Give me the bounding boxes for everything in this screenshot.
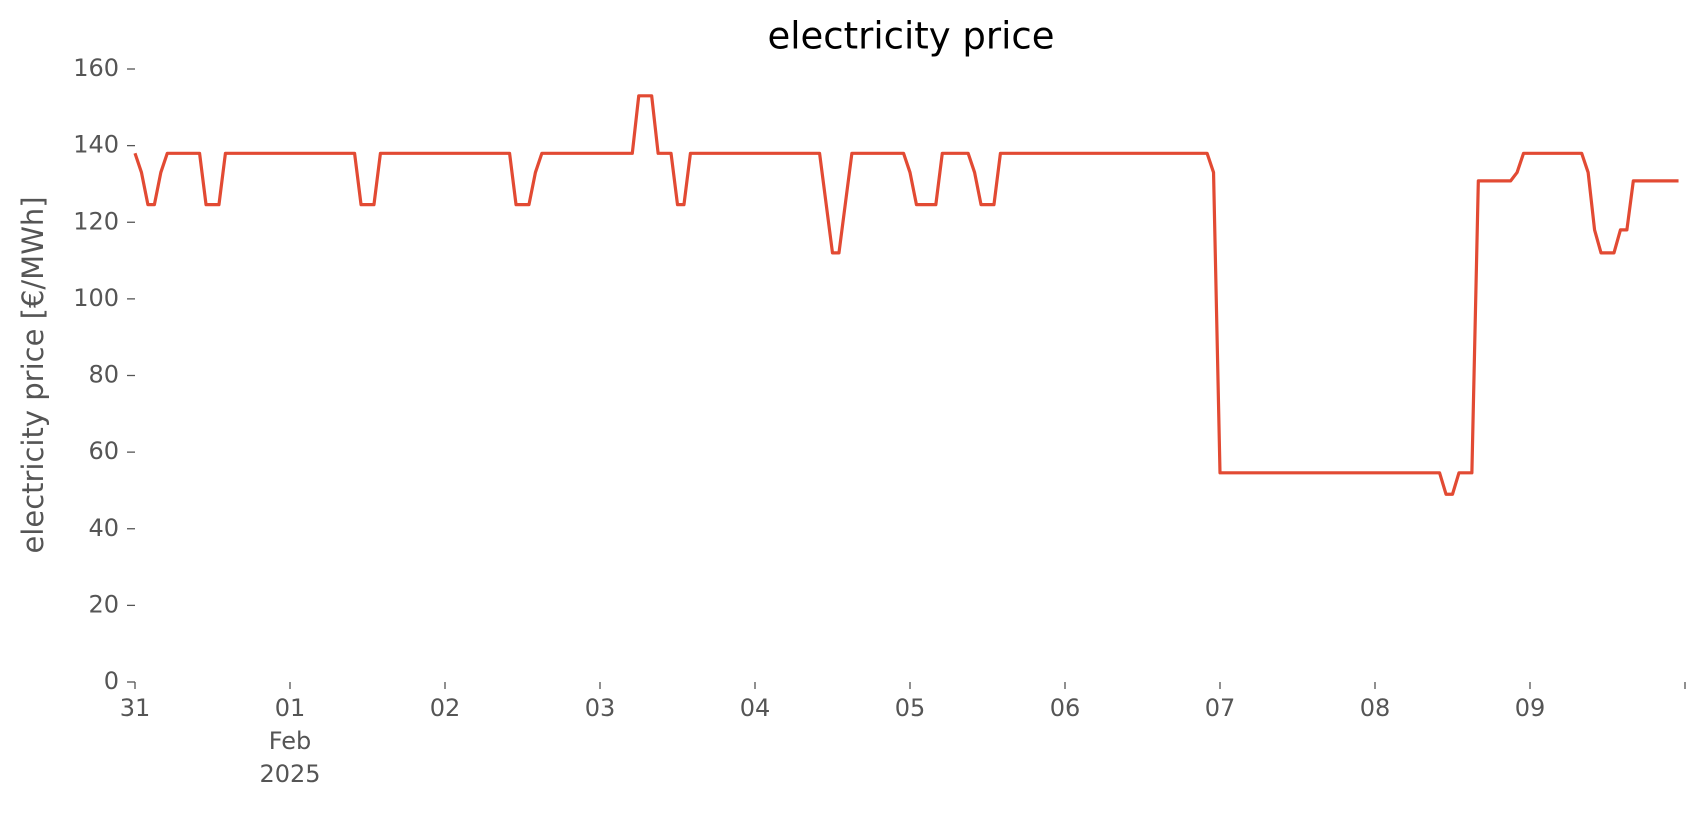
y-tick-label: 20: [88, 590, 119, 618]
y-tick-label: 80: [88, 361, 119, 389]
y-tick-label: 40: [88, 514, 119, 542]
y-tick-label: 160: [73, 54, 119, 82]
x-tick-label: 03: [584, 694, 616, 722]
y-tick-label: 100: [73, 284, 119, 312]
y-tick-label: 0: [104, 667, 119, 695]
x-tick-label: 01 Feb 2025: [259, 694, 321, 788]
y-tick-label: 120: [73, 207, 119, 235]
x-tick-label: 31: [119, 694, 151, 722]
x-tick-label: 02: [429, 694, 461, 722]
chart-title: electricity price: [767, 15, 1054, 58]
y-tick-label: 60: [88, 437, 119, 465]
x-tick-label: 04: [739, 694, 771, 722]
x-tick-label: 06: [1049, 694, 1081, 722]
x-tick-label: 08: [1359, 694, 1391, 722]
x-tick-label: 07: [1204, 694, 1236, 722]
y-tick-label: 140: [73, 131, 119, 159]
line-series: [133, 94, 1679, 496]
y-axis-label: electricity price [€/MWh]: [16, 196, 50, 553]
x-tick-label: 09: [1514, 694, 1546, 722]
x-tick-label: 05: [894, 694, 926, 722]
